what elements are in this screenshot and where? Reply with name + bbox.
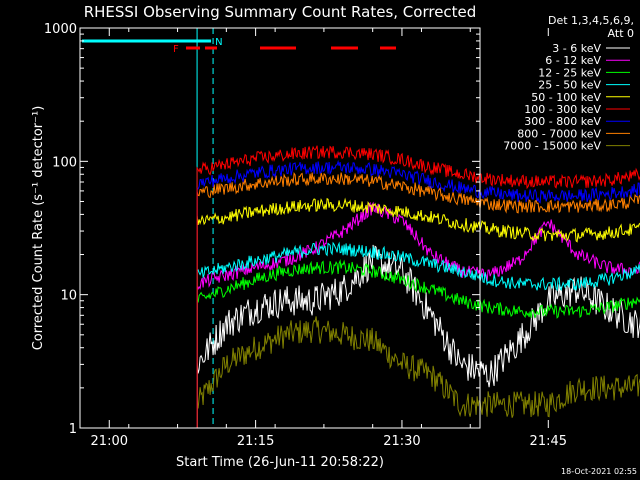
y-axis-label: Corrected Count Rate (s⁻¹ detector⁻¹) [31, 106, 46, 351]
y-axis: 1 10 100 1000 [44, 22, 480, 437]
x-tick-label: 21:00 [91, 434, 128, 449]
legend-label: 25 - 50 keV [538, 79, 601, 92]
legend-label: 6 - 12 keV [545, 54, 601, 67]
chart-title: RHESSI Observing Summary Count Rates, Co… [84, 3, 477, 21]
legend-label: 300 - 800 keV [524, 115, 601, 128]
y-tick-label: 100 [52, 155, 77, 170]
legend-header-detectors: Det 1,3,4,5,6,9, [548, 14, 634, 27]
legend-label: 7000 - 15000 keV [503, 140, 601, 153]
series-line-300-800-kev [196, 159, 640, 428]
series-line-25-50-kev [196, 241, 640, 428]
series-line-3-6-kev [196, 244, 640, 428]
legend-label: 3 - 6 keV [552, 42, 601, 55]
legend-label: 12 - 25 keV [538, 66, 601, 79]
timestamp: 18-Oct-2021 02:55 [561, 467, 637, 476]
plot-frame [79, 27, 481, 429]
y-tick-label: 1 [69, 422, 77, 437]
x-axis-label: Start Time (26-Jun-11 20:58:22) [176, 455, 384, 470]
series-line-7000-15000-kev [196, 316, 640, 428]
x-tick-label: 21:45 [530, 434, 567, 449]
y-tick-label: 10 [60, 289, 77, 304]
legend-label: 800 - 7000 keV [517, 127, 601, 140]
series-line-50-100-kev [196, 197, 640, 428]
x-tick-label: 21:15 [237, 434, 274, 449]
y-tick-label: 1000 [44, 22, 77, 37]
legend-label: 50 - 100 keV [531, 91, 601, 104]
flare-marker-label: F [173, 44, 179, 55]
x-tick-label: 21:30 [383, 434, 420, 449]
series-line-800-7000-kev [196, 172, 640, 428]
series-line-12-25-kev [196, 259, 640, 428]
series-line-100-300-kev [196, 145, 640, 428]
legend-header-attenuator: Att 0 [608, 27, 634, 40]
legend-label: 100 - 300 keV [524, 103, 601, 116]
night-marker-label: N [215, 37, 222, 48]
plot-area: NF [82, 28, 640, 428]
